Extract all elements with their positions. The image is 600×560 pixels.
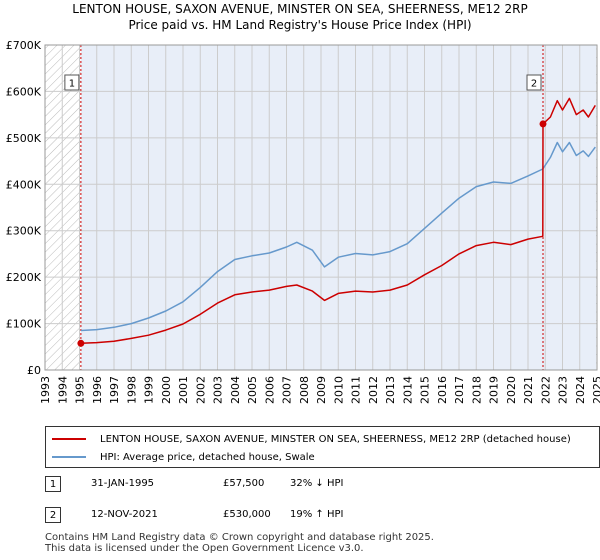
plot-frame xyxy=(44,44,598,371)
x-tick-label: 2019 xyxy=(488,376,501,404)
x-tick-label: 2016 xyxy=(436,376,449,404)
x-tick-label: 2011 xyxy=(350,376,363,404)
x-tick-label: 1995 xyxy=(74,376,87,404)
legend-item-property: LENTON HOUSE, SAXON AVENUE, MINSTER ON S… xyxy=(52,431,571,447)
series-line-hpi xyxy=(80,141,596,332)
y-tick-label: £600K xyxy=(6,85,42,98)
x-tick-label: 1998 xyxy=(125,376,138,404)
footer-licence: This data is licensed under the Open Gov… xyxy=(45,543,364,554)
x-tick-label: 1997 xyxy=(108,376,121,404)
y-tick-label: £300K xyxy=(6,225,42,238)
legend-swatch-hpi xyxy=(52,456,86,458)
transaction-marker: 1 xyxy=(45,476,61,492)
y-tick-label: £400K xyxy=(6,178,42,191)
x-tick-label: 2020 xyxy=(505,376,518,404)
legend: LENTON HOUSE, SAXON AVENUE, MINSTER ON S… xyxy=(45,426,600,468)
x-tick-label: 2005 xyxy=(246,376,259,404)
footer-copyright: Contains HM Land Registry data © Crown c… xyxy=(45,532,434,543)
price-chart: £0 £100K £200K £300K £400K £500K £600K £700K 199… xyxy=(6,39,600,404)
legend-item-hpi: HPI: Average price, detached house, Swal… xyxy=(52,449,315,465)
x-tick-label: 1994 xyxy=(56,376,69,404)
series-line-property xyxy=(80,97,596,345)
legend-swatch-property xyxy=(52,438,86,440)
transaction-marker: 2 xyxy=(45,507,61,523)
chart-title-line1: LENTON HOUSE, SAXON AVENUE, MINSTER ON S… xyxy=(72,2,528,16)
transaction-price: £57,500 xyxy=(223,478,265,489)
transaction-hpi-diff: 19% ↑ HPI xyxy=(290,509,344,520)
x-tick-label: 2001 xyxy=(177,376,190,404)
x-tick-label: 2008 xyxy=(298,376,311,404)
hatched-region xyxy=(45,45,81,370)
chart-title-line2: Price paid vs. HM Land Registry's House … xyxy=(128,18,472,32)
transaction-row: 2 12-NOV-2021 £530,000 19% ↑ HPI xyxy=(45,507,600,525)
transaction-date: 31-JAN-1995 xyxy=(91,478,155,489)
x-tick-label: 2025 xyxy=(591,376,600,404)
y-tick-label: £200K xyxy=(6,271,42,284)
annotation-label: 2 xyxy=(531,79,537,90)
x-tick-label: 2014 xyxy=(401,376,414,404)
x-tick-label: 2021 xyxy=(522,376,535,404)
annotation-box xyxy=(64,74,80,91)
x-tick-label: 2013 xyxy=(384,376,397,404)
legend-label-property: LENTON HOUSE, SAXON AVENUE, MINSTER ON S… xyxy=(100,433,571,445)
x-tick-label: 2012 xyxy=(367,376,380,404)
x-tick-label: 2004 xyxy=(229,376,242,404)
transaction-row: 1 31-JAN-1995 £57,500 32% ↓ HPI xyxy=(45,476,600,494)
y-tick-label: £700K xyxy=(6,39,42,52)
x-tick-label: 1993 xyxy=(39,376,52,404)
x-tick-label: 2024 xyxy=(574,376,587,404)
legend-label-hpi: HPI: Average price, detached house, Swal… xyxy=(100,451,315,463)
transaction-hpi-diff: 32% ↓ HPI xyxy=(290,478,344,489)
y-tick-label: £100K xyxy=(6,318,42,331)
x-tick-label: 2007 xyxy=(281,376,294,404)
x-tick-label: 2022 xyxy=(539,376,552,404)
x-tick-label: 2000 xyxy=(160,376,173,404)
x-tick-label: 2009 xyxy=(315,376,328,404)
x-tick-label: 2017 xyxy=(453,376,466,404)
sale-point xyxy=(77,339,85,347)
y-tick-label: £500K xyxy=(6,132,42,145)
annotation-label: 1 xyxy=(69,79,75,90)
x-tick-label: 2010 xyxy=(332,376,345,404)
transaction-date: 12-NOV-2021 xyxy=(91,509,158,520)
annotation-box xyxy=(526,74,542,91)
x-tick-label: 2002 xyxy=(194,376,207,404)
x-tick-label: 2018 xyxy=(470,376,483,404)
x-tick-label: 2006 xyxy=(263,376,276,404)
y-tick-label: £0 xyxy=(27,364,41,377)
transaction-price: £530,000 xyxy=(223,509,271,520)
sale-point xyxy=(539,120,547,128)
x-tick-label: 1999 xyxy=(143,376,156,404)
x-tick-label: 2023 xyxy=(557,376,570,404)
x-tick-label: 2003 xyxy=(212,376,225,404)
x-tick-label: 1996 xyxy=(91,376,104,404)
x-tick-label: 2015 xyxy=(419,376,432,404)
